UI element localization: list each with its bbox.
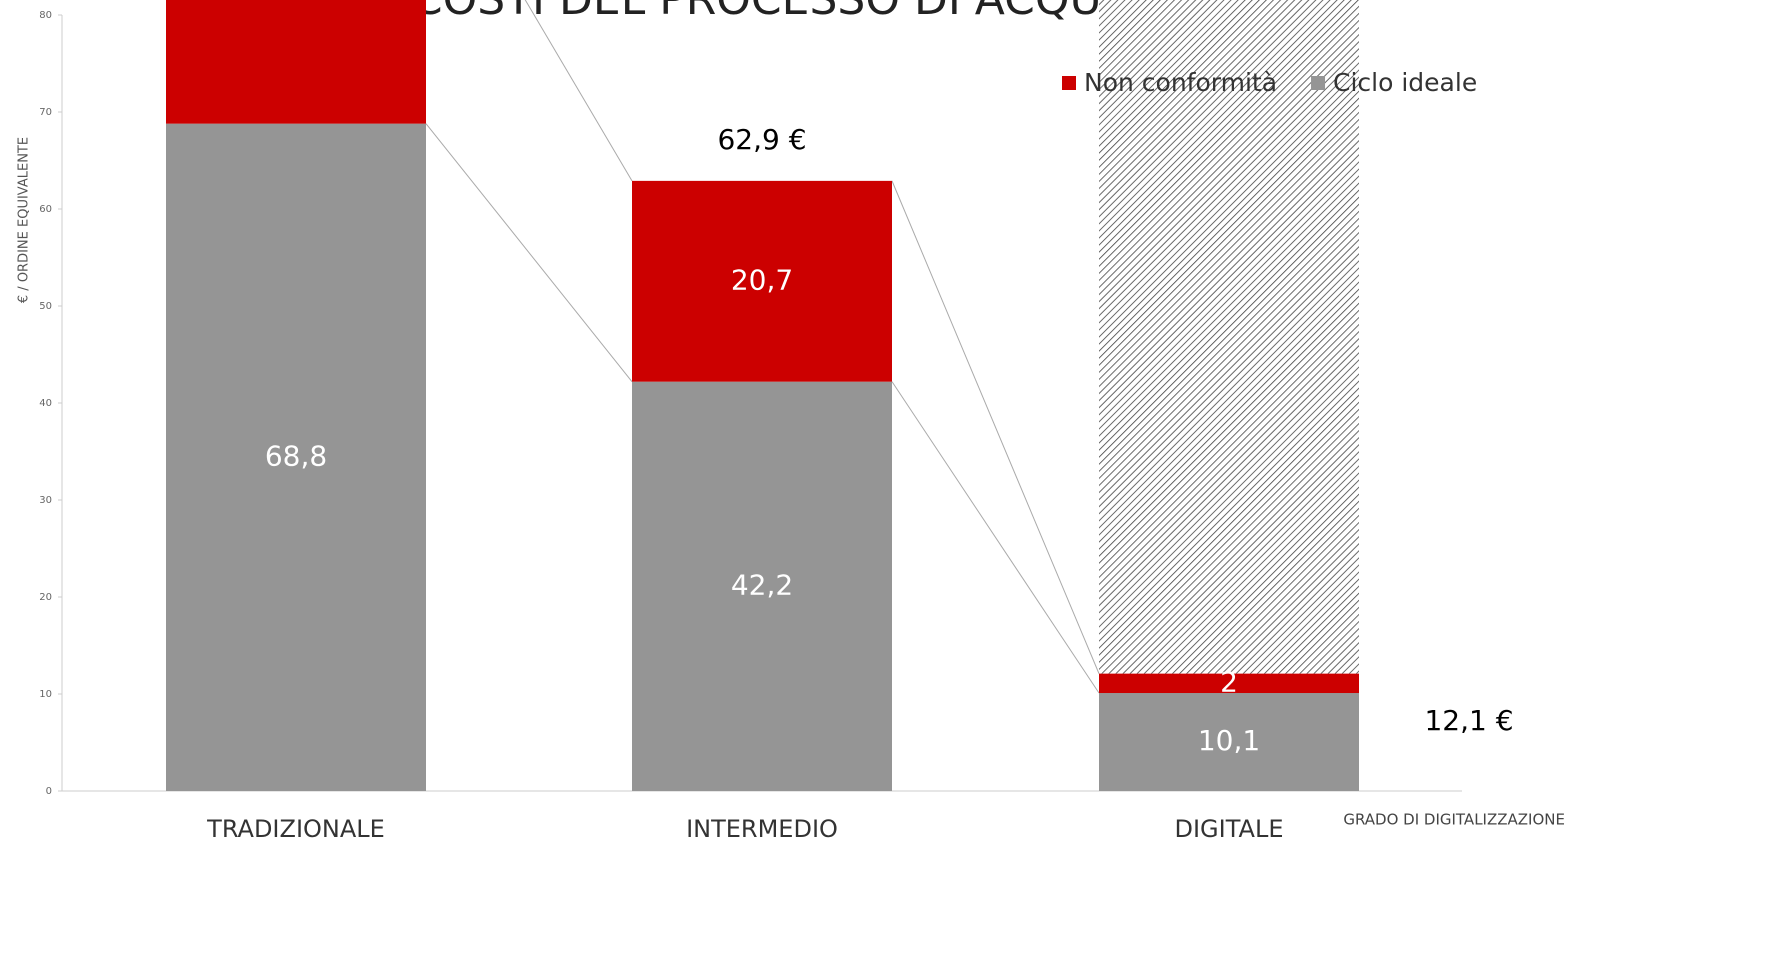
x-tick-label: DIGITALE: [1175, 815, 1284, 843]
bar-segment: [1099, 693, 1359, 791]
y-tick-label: 50: [39, 301, 52, 312]
chart-title: COSTI DEL PROCESSO DI ACQUISTO: [412, 0, 1204, 25]
y-tick-label: 0: [46, 786, 52, 797]
legend-swatch: [1311, 76, 1326, 90]
connector: [524, 0, 633, 182]
legend-swatch: [1062, 76, 1076, 90]
total-label: 12,1 €: [1424, 704, 1513, 737]
bar-segment: [166, 0, 426, 124]
bar-segment: [632, 180, 892, 382]
y-tick-label: 20: [39, 592, 52, 603]
legend-label: Ciclo ideale: [1333, 68, 1477, 97]
y-tick-label: 80: [39, 10, 52, 21]
connector: [425, 123, 633, 382]
y-tick-label: 40: [39, 398, 52, 409]
legend-label: Non conformità: [1084, 68, 1277, 97]
y-axis-label: € / ORDINE EQUIVALENTE: [17, 137, 32, 303]
y-tick-label: 70: [39, 107, 52, 118]
y-tick-label: 10: [39, 689, 52, 700]
data-label: 20,7: [731, 263, 793, 296]
y-tick-label: 30: [39, 495, 52, 506]
data-label: 42,2: [731, 568, 793, 601]
connector: [891, 381, 1100, 694]
data-label: 2: [1220, 665, 1238, 698]
data-label: 68,8: [265, 439, 327, 472]
reference-bar: [1099, 0, 1359, 674]
y-tick-label: 60: [39, 204, 52, 215]
connector: [891, 180, 1100, 674]
total-label: 62,9 €: [717, 123, 806, 156]
bar-segment: [166, 123, 426, 791]
data-label: 10,1: [1198, 724, 1260, 757]
x-tick-label: INTERMEDIO: [686, 815, 838, 843]
x-axis-label: GRADO DI DIGITALIZZAZIONE: [1343, 811, 1565, 829]
x-tick-label: TRADIZIONALE: [206, 815, 385, 843]
bar-segment: [632, 381, 892, 791]
bar-segment: [1099, 673, 1359, 694]
